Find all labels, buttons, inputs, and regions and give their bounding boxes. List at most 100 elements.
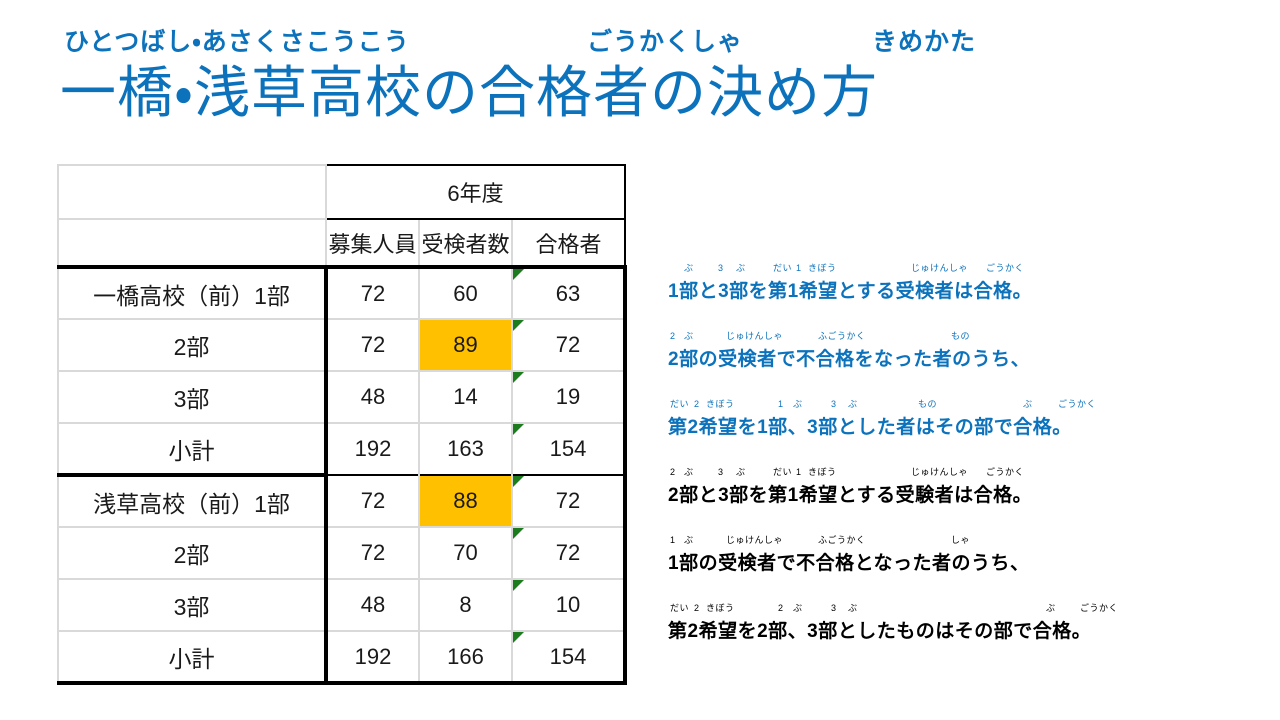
cell-boshu: 72 xyxy=(326,474,420,527)
table-row: 小計 192 166 154 xyxy=(57,630,627,685)
note-ruby: しゃ xyxy=(951,535,971,545)
note-ruby: ごうかく xyxy=(986,263,1025,273)
note-line: ぶ 3 ぶ だい 1 きぼう じゅけんしゃ ごうかく 1部と3部を第1希望とする受検者は合格。 xyxy=(668,262,1238,330)
row-label: 浅草高校（前）1部 xyxy=(57,473,328,527)
comment-marker-icon xyxy=(513,320,524,331)
header-col-goukaku: 合格者 xyxy=(512,219,626,269)
table-row: 3部 48 8 10 xyxy=(57,578,627,631)
cell-value: 19 xyxy=(555,384,581,409)
cell-value: 72 xyxy=(555,540,581,565)
note-ruby-group: 2 ぶ 3 ぶだい 1 きぼう じゅけんしゃ ごうかく xyxy=(668,468,1238,482)
cell-jyuken: 88 xyxy=(419,474,513,527)
cell-value: 72 xyxy=(360,540,386,565)
cell-goukaku: 10 xyxy=(512,578,627,631)
cell-boshu: 48 xyxy=(326,578,420,631)
note-ruby: ぶ xyxy=(848,399,858,409)
note-ruby: だい xyxy=(670,603,690,613)
note-ruby: 1 xyxy=(796,467,802,477)
note-ruby: きぼう xyxy=(808,467,837,477)
table-header-row-year: 6年度 xyxy=(57,164,626,220)
cell-value: 192 xyxy=(354,436,392,461)
note-ruby: ふごうかく xyxy=(818,331,866,341)
cell-goukaku: 154 xyxy=(512,422,627,475)
note-text: 第2希望を1部、3部とした者はその部で合格。 xyxy=(668,417,1072,438)
cell-jyuken: 14 xyxy=(419,370,513,423)
cell-value: 154 xyxy=(549,436,587,461)
cell-value: 166 xyxy=(447,643,484,669)
note-line: 2 ぶ じゅけんしゃ ふごうかく もの 2部の受検者で不合格をなった者のうち、 xyxy=(668,330,1238,398)
cell-boshu: 48 xyxy=(326,370,420,423)
note-text: 1部の受検者で不合格となった者のうち、 xyxy=(668,553,1030,574)
cell-jyuken: 89 xyxy=(419,318,513,371)
cell-value: 192 xyxy=(354,643,392,669)
note-text: 1部と3部を第1希望とする受検者は合格。 xyxy=(668,281,1033,302)
title-ruby-kimekata: きめかた xyxy=(872,28,977,56)
note-text: 2部と3部を第1希望とする受験者は合格。 xyxy=(668,485,1033,506)
notes-panel: ぶ 3 ぶだい 1 きぼう じゅけんしゃ ごうかく 1部と3部を第1希望とする受検者は合格。 2… xyxy=(668,262,1238,670)
note-ruby: ぶ xyxy=(848,603,858,613)
note-ruby: 3 xyxy=(718,263,724,273)
cell-boshu: 192 xyxy=(326,630,420,685)
note-ruby: きぼう xyxy=(808,263,837,273)
note-ruby: きぼう xyxy=(706,603,735,613)
row-label: 3部 xyxy=(57,370,328,423)
note-ruby: ぶ xyxy=(1046,603,1056,613)
note-ruby: 1 xyxy=(670,535,676,545)
cell-goukaku: 72 xyxy=(512,526,627,579)
header-col-jyuken: 受検者数 xyxy=(419,219,513,269)
header-year-cell: 6年度 xyxy=(325,164,626,220)
cell-goukaku: 19 xyxy=(512,370,627,423)
note-ruby: じゅけんしゃ xyxy=(726,331,784,341)
cell-value: 10 xyxy=(555,592,581,617)
table-row: 2部 72 70 72 xyxy=(57,526,627,579)
row-label: 2部 xyxy=(57,318,328,371)
cell-boshu: 192 xyxy=(326,422,420,475)
note-ruby: ぶ xyxy=(736,263,746,273)
note-ruby: もの xyxy=(918,399,938,409)
note-ruby: ぶ xyxy=(684,263,694,273)
note-ruby-group: だい 2 きぼう 2 ぶ 3 ぶぶごうかく xyxy=(668,604,1238,618)
title-ruby-goukakusha: ごうかくしゃ xyxy=(587,28,744,56)
note-line: だい 2 きぼう 2 ぶ 3 ぶぶごうかく 第2希望を2部、3部としたものはその部で合格。 xyxy=(668,602,1238,670)
comment-marker-icon xyxy=(513,476,524,487)
cell-jyuken: 60 xyxy=(419,266,513,319)
note-ruby: きぼう xyxy=(706,399,735,409)
table-row: 2部 72 89 72 xyxy=(57,318,627,371)
row-label: 2部 xyxy=(57,526,328,579)
cell-value: 72 xyxy=(555,488,581,513)
cell-boshu: 72 xyxy=(326,266,420,319)
note-ruby: ごうかく xyxy=(1080,603,1119,613)
note-ruby: ぶ xyxy=(684,331,694,341)
note-ruby: ぶ xyxy=(684,535,694,545)
cell-jyuken: 166 xyxy=(419,630,513,685)
cell-boshu: 72 xyxy=(326,318,420,371)
header-corner-cell-blank-2 xyxy=(57,218,327,269)
cell-value: 72 xyxy=(360,332,386,357)
cell-value: 72 xyxy=(360,488,386,513)
row-label: 小計 xyxy=(57,630,328,685)
note-ruby: じゅけんしゃ xyxy=(726,535,784,545)
table-row: 一橋高校（前）1部 72 60 63 xyxy=(57,265,627,319)
note-ruby: 3 xyxy=(831,603,837,613)
note-ruby-group: 2 ぶ じゅけんしゃ ふごうかく もの xyxy=(668,332,1238,346)
note-ruby: ぶ xyxy=(736,467,746,477)
cell-goukaku: 63 xyxy=(512,266,627,319)
note-ruby-group: ぶ 3 ぶ だい 1 きぼう じゅけんしゃ ごうかく xyxy=(668,264,1238,278)
cell-value: 70 xyxy=(453,540,478,565)
note-ruby: じゅけんしゃ xyxy=(911,467,969,477)
title-ruby-hitotsubashi-asakusakoukou: ひとつばし・あさくさこうこう xyxy=(64,28,410,56)
comment-marker-icon xyxy=(513,424,524,435)
note-text: 第2希望を2部、3部としたものはその部で合格。 xyxy=(668,621,1092,642)
note-ruby: ぶ xyxy=(793,603,803,613)
note-ruby: ぶ xyxy=(684,467,694,477)
note-line: 2 ぶ 3 ぶだい 1 きぼう じゅけんしゃ ごうかく 2部と3部を第1希望とする受験者は合格。 xyxy=(668,466,1238,534)
note-ruby: だい xyxy=(773,467,793,477)
note-ruby: もの xyxy=(951,331,971,341)
admissions-table: 6年度 募集人員 受検者数 合格者 一橋高校（前）1部 72 60 63 2部 72 89 7… xyxy=(57,164,627,685)
note-ruby: 2 xyxy=(694,603,700,613)
note-ruby: 1 xyxy=(778,399,784,409)
cell-value: 72 xyxy=(360,280,386,306)
cell-value: 163 xyxy=(447,436,484,461)
note-ruby: 2 xyxy=(670,467,676,477)
comment-marker-icon xyxy=(513,580,524,591)
